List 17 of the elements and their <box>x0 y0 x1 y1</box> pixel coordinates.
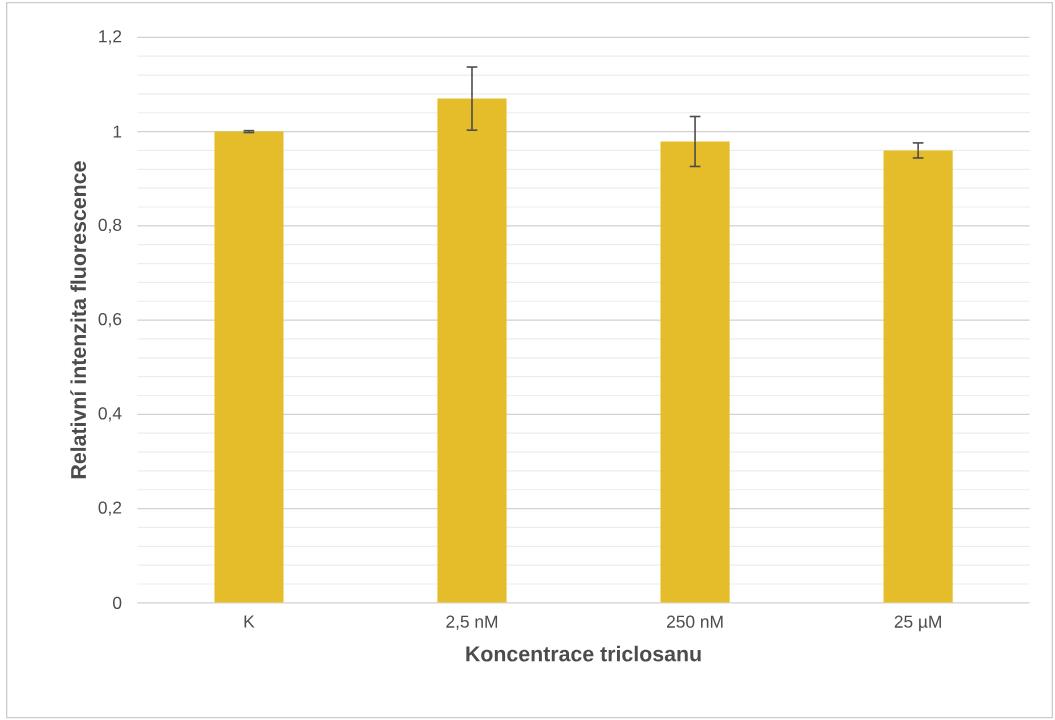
bar <box>214 131 284 603</box>
y-tick-label: 0,8 <box>98 218 122 233</box>
y-axis-title: Relativní intenzita fluorescence <box>70 161 87 479</box>
y-tick-label: 0,6 <box>98 312 122 328</box>
x-tick-label: 25 µM <box>894 615 941 632</box>
y-tick-label: 0,2 <box>98 501 122 516</box>
bar <box>437 98 507 603</box>
bar <box>883 150 953 603</box>
y-tick-label: 0 <box>113 596 122 609</box>
y-tick-label: 1 <box>113 125 122 138</box>
x-tick-label: 2,5 nM <box>446 615 498 630</box>
x-tick-label: K <box>244 615 255 628</box>
y-tick-label: 1,2 <box>99 30 122 45</box>
x-axis-title: Koncentrace triclosanu <box>466 645 701 662</box>
x-tick-label: 250 nM <box>667 615 723 628</box>
y-tick-label: 0,4 <box>98 407 122 422</box>
bar <box>660 141 730 603</box>
